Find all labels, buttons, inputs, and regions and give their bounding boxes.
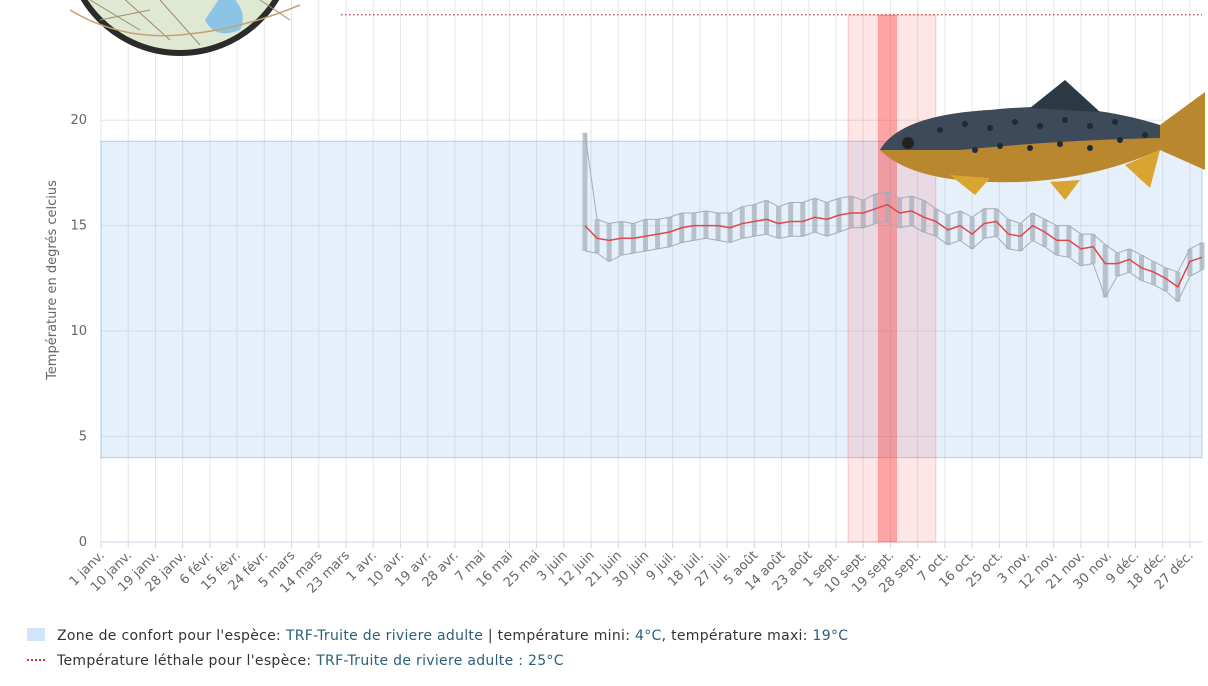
mean-line bbox=[584, 203, 1203, 288]
range-line bbox=[584, 132, 1203, 273]
y-tick-label: 20 bbox=[70, 113, 87, 128]
legend-comfort: Zone de confort pour l'espèce: TRF-Truit… bbox=[27, 628, 848, 644]
legend-text: TRF-Truite de riviere adulte bbox=[285, 628, 484, 644]
legend-text: 4°C bbox=[635, 628, 662, 644]
legend-swatch bbox=[27, 628, 45, 641]
y-tick-label: 5 bbox=[79, 430, 87, 445]
highlight-band bbox=[877, 14, 898, 543]
legend-text: 19°C bbox=[812, 628, 849, 644]
chart: Température en degrés celcius 051015201 … bbox=[45, 0, 1205, 597]
legend-swatch bbox=[27, 659, 45, 661]
y-tick-label: 10 bbox=[70, 324, 87, 339]
legend-lethal: Température léthale pour l'espèce: TRF-T… bbox=[27, 653, 564, 669]
legend-text: Température léthale pour l'espèce: bbox=[57, 653, 312, 669]
y-axis-title: Température en degrés celcius bbox=[45, 180, 60, 381]
y-tick-label: 15 bbox=[70, 219, 87, 234]
comfort-zone bbox=[100, 140, 1203, 459]
legend-text: TRF-Truite de riviere adulte : 25°C bbox=[316, 653, 564, 669]
legend-text: | température mini: bbox=[487, 628, 631, 644]
y-tick-label: 0 bbox=[79, 535, 87, 550]
range-line bbox=[584, 220, 1203, 303]
legend-text: , température maxi: bbox=[661, 628, 808, 644]
legend-text: Zone de confort pour l'espèce: bbox=[57, 628, 282, 644]
